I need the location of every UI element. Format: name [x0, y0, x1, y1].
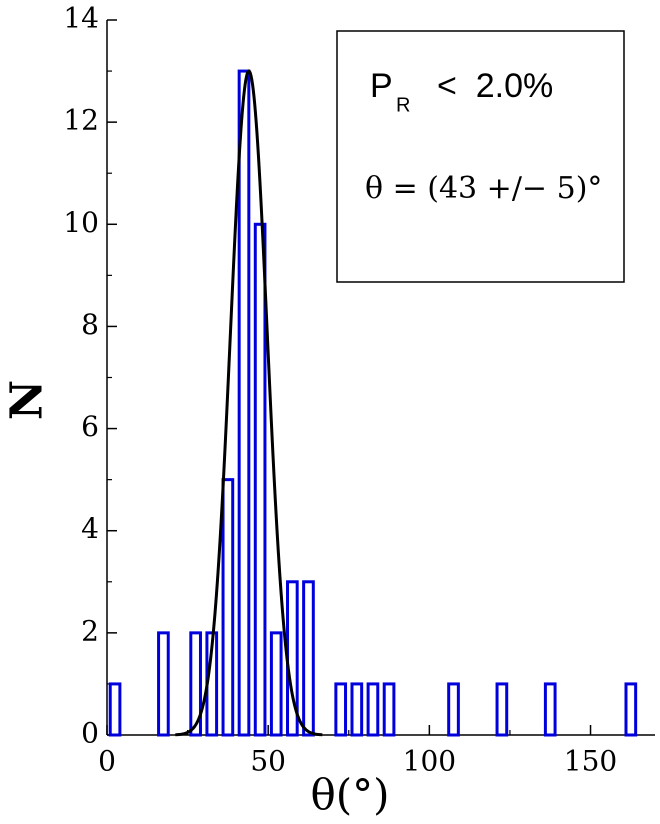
bar	[269, 631, 283, 737]
y-tick-label: 2	[81, 614, 99, 647]
bar	[495, 682, 509, 737]
y-axis-label: N	[2, 380, 53, 420]
x-tick-label: 150	[564, 745, 617, 778]
annotation-theta: θ = (43 +/− 5)°	[365, 171, 602, 206]
fit-curve	[175, 69, 323, 737]
bar	[543, 682, 557, 737]
x-tick-label: 100	[403, 745, 456, 778]
bar	[334, 682, 348, 737]
bar	[382, 682, 396, 737]
y-tick-label: 8	[81, 308, 99, 341]
x-axis-label: θ(°)	[310, 770, 389, 819]
bar	[302, 580, 315, 737]
bar	[108, 682, 122, 737]
bar	[624, 682, 638, 737]
x-tick-label: 0	[98, 745, 116, 778]
legend-box	[336, 30, 625, 283]
bar	[237, 69, 251, 737]
y-tick-label: 10	[63, 206, 99, 239]
bar	[447, 682, 460, 737]
annotation-subscript: R	[396, 94, 410, 116]
bar	[350, 682, 364, 737]
x-tick-label: 50	[250, 745, 286, 778]
y-tick-label: 0	[81, 717, 99, 750]
bar	[253, 222, 267, 737]
y-tick-label: 4	[81, 512, 99, 545]
annotation-p: P	[370, 67, 393, 105]
y-tick-label: 14	[63, 2, 99, 35]
y-tick-label: 6	[81, 410, 99, 443]
annotation-threshold: < 2.0%	[437, 67, 553, 105]
y-tick-label: 12	[63, 104, 99, 137]
bar	[221, 478, 235, 737]
bar	[157, 631, 170, 737]
bar	[366, 682, 380, 737]
bar	[189, 631, 202, 737]
